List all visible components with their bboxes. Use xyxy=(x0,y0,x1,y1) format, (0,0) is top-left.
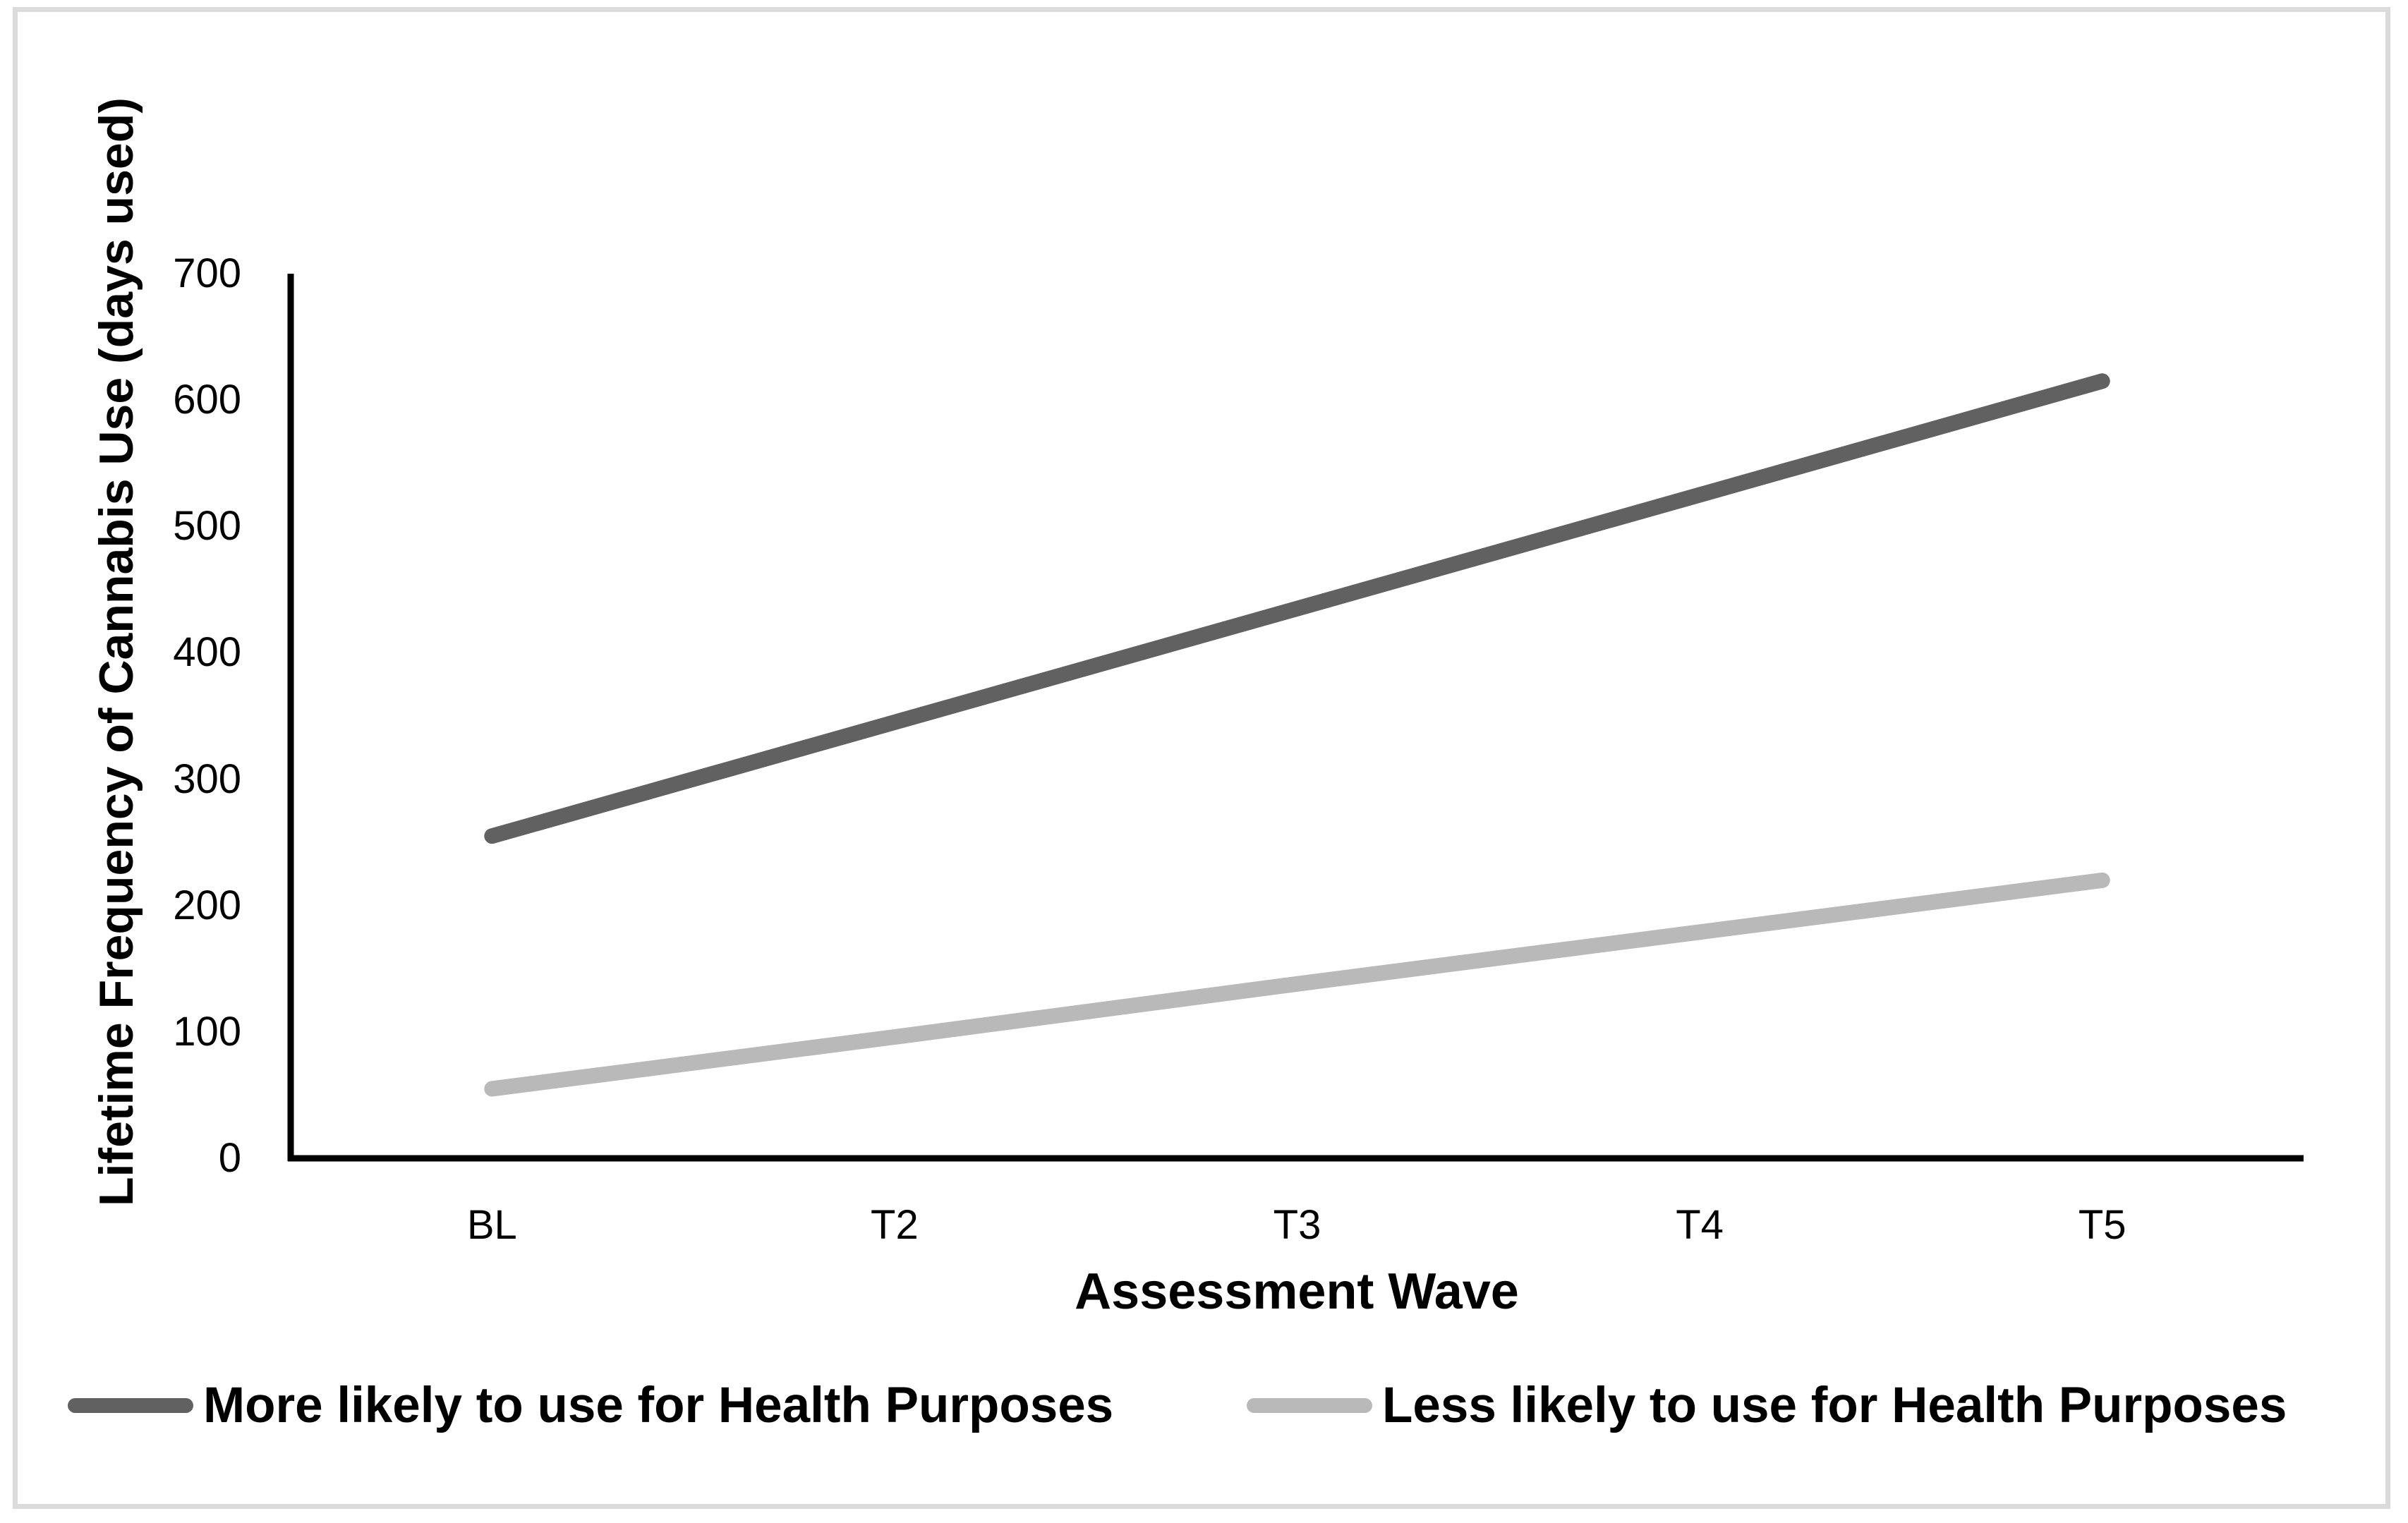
legend-line-swatch-icon xyxy=(68,1397,193,1413)
legend-item-more-likely: More likely to use for Health Purposes xyxy=(68,1370,1113,1440)
x-tick-label-t3: T3 xyxy=(1273,1202,1321,1248)
y-tick-label-300: 300 xyxy=(173,756,241,802)
x-tick-label-t4: T4 xyxy=(1676,1202,1724,1248)
series-line-more-likely xyxy=(484,373,2110,844)
y-tick-label-0: 0 xyxy=(218,1135,241,1181)
y-tick-label-600: 600 xyxy=(173,377,241,423)
legend-label: More likely to use for Health Purposes xyxy=(203,1377,1114,1433)
y-tick-label-500: 500 xyxy=(173,503,241,550)
y-tick-label-400: 400 xyxy=(173,629,241,676)
chart-border xyxy=(13,7,2390,1509)
x-tick-label-t5: T5 xyxy=(2078,1202,2126,1248)
x-axis-title: Assessment Wave xyxy=(1075,1263,1519,1320)
x-tick-label-t2: T2 xyxy=(871,1202,919,1248)
y-tick-label-700: 700 xyxy=(173,250,241,296)
y-tick-label-200: 200 xyxy=(173,882,241,928)
legend-label: Less likely to use for Health Purposes xyxy=(1382,1377,2287,1433)
legend-line-swatch-icon xyxy=(1247,1397,1372,1413)
legend-item-less-likely: Less likely to use for Health Purposes xyxy=(1247,1370,2287,1440)
series-line-less-likely xyxy=(484,872,2110,1097)
x-tick-label-bl: BL xyxy=(466,1202,517,1248)
y-tick-label-100: 100 xyxy=(173,1008,241,1055)
series-lines xyxy=(484,373,2110,1097)
